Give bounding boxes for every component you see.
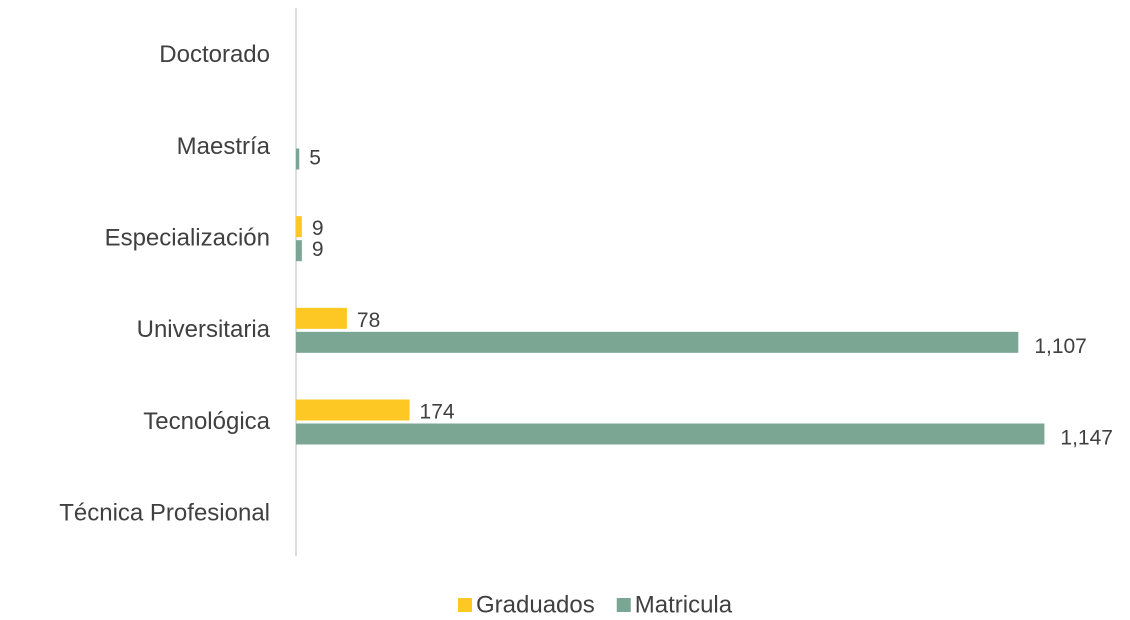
data-label: 9: [312, 217, 324, 240]
y-tick-label: Especialización: [105, 225, 270, 252]
bar: [296, 331, 1019, 353]
bar: [296, 423, 1045, 445]
data-label: 5: [309, 147, 321, 170]
y-tick-label: Doctorado: [159, 41, 270, 68]
legend-label: Matricula: [635, 591, 733, 618]
data-label: 78: [357, 309, 380, 332]
legend-label: Graduados: [476, 591, 595, 618]
data-label: 1,147: [1060, 427, 1113, 450]
y-tick-label: Maestría: [177, 133, 271, 160]
bar: [296, 216, 302, 238]
y-tick-label: Tecnológica: [143, 408, 270, 435]
data-label: 9: [312, 238, 324, 261]
y-tick-label: Universitaria: [137, 316, 271, 343]
data-label: 1,107: [1034, 335, 1087, 358]
bar: [296, 399, 410, 421]
bar: [296, 307, 347, 329]
bar: [296, 148, 300, 170]
legend-swatch: [616, 598, 631, 612]
y-tick-label: Técnica Profesional: [59, 500, 270, 527]
data-label: 174: [420, 401, 455, 424]
legend-swatch: [458, 598, 472, 612]
bar: [296, 240, 302, 262]
